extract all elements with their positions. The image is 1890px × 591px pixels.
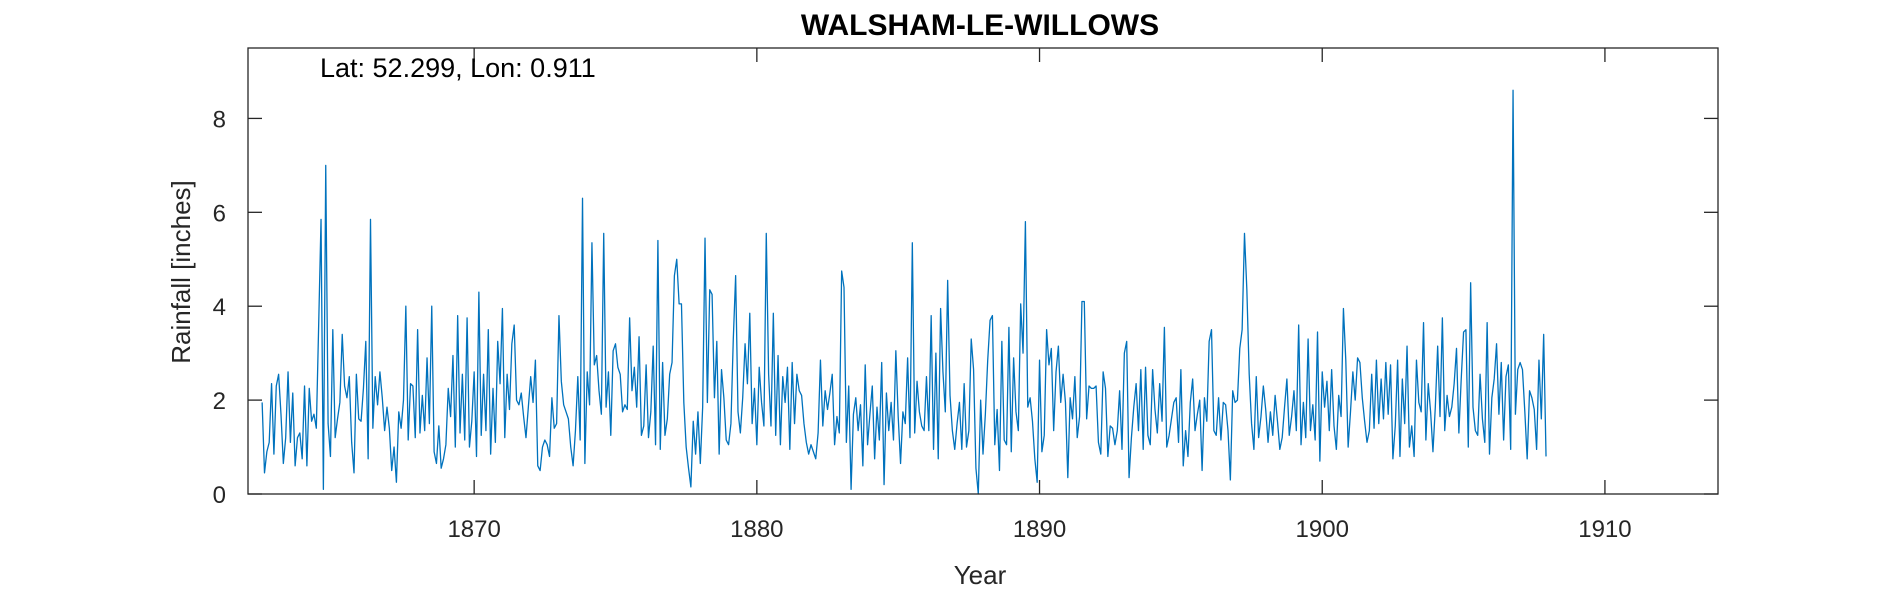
y-tick-label: 6 (213, 200, 226, 227)
x-tick-label: 1910 (1578, 516, 1631, 543)
x-tick-label: 1870 (447, 516, 500, 543)
x-axis-ticks: 1870 1880 1890 1900 1910 (447, 48, 1632, 543)
axes-frame (247, 47, 1719, 495)
location-annotation: Lat: 52.299, Lon: 0.911 (320, 53, 596, 83)
y-tick-label: 8 (213, 106, 226, 133)
y-tick-label: 4 (213, 294, 226, 321)
y-tick-label: 0 (213, 482, 226, 509)
x-tick-label: 1880 (730, 516, 783, 543)
y-tick-label: 2 (213, 388, 226, 415)
x-tick-label: 1900 (1296, 516, 1349, 543)
x-tick-label: 1890 (1013, 516, 1066, 543)
axes-box (247, 47, 1719, 495)
plot-area (261, 89, 1547, 495)
x-axis-label: Year (954, 560, 1007, 590)
chart-title: WALSHAM-LE-WILLOWS (801, 9, 1159, 42)
rainfall-series-line (261, 89, 1547, 495)
y-axis-ticks: 0 2 4 6 8 (213, 106, 1718, 509)
y-axis-label: Rainfall [inches] (166, 180, 196, 364)
